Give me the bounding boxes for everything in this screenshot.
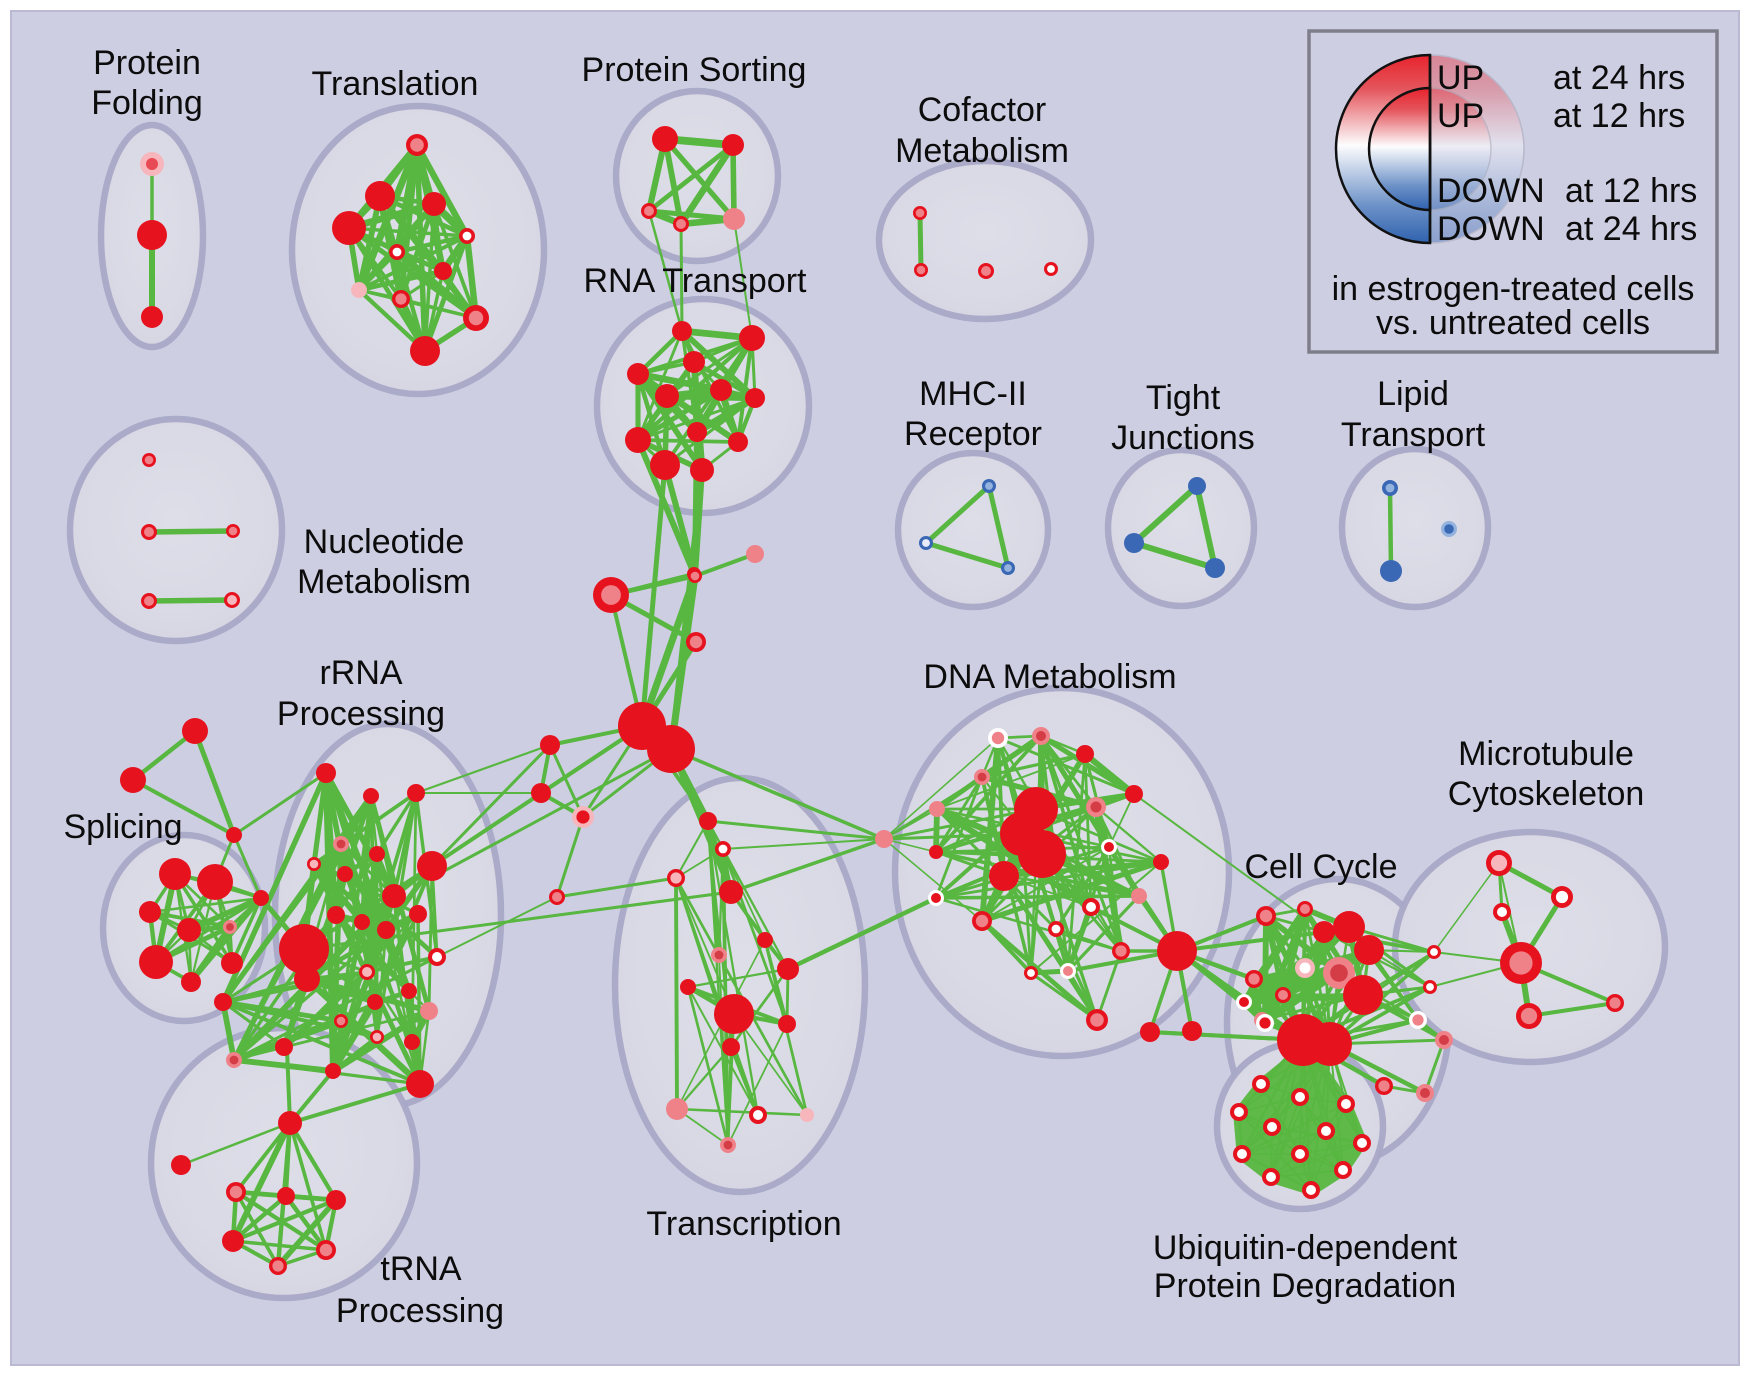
svg-text:Ubiquitin-dependent: Ubiquitin-dependent: [1153, 1229, 1458, 1267]
svg-text:UP: UP: [1437, 59, 1484, 97]
svg-text:Folding: Folding: [91, 84, 203, 122]
svg-text:Processing: Processing: [336, 1292, 504, 1330]
svg-text:Transcription: Transcription: [646, 1205, 841, 1243]
svg-text:Transport: Transport: [1341, 416, 1486, 454]
svg-text:tRNA: tRNA: [380, 1250, 462, 1288]
svg-text:Microtubule: Microtubule: [1458, 735, 1634, 773]
svg-text:Metabolism: Metabolism: [895, 132, 1069, 170]
svg-text:DNA Metabolism: DNA Metabolism: [923, 658, 1176, 696]
svg-text:at 24 hrs: at 24 hrs: [1553, 59, 1685, 97]
svg-text:Cofactor: Cofactor: [918, 91, 1047, 129]
svg-text:Nucleotide: Nucleotide: [304, 523, 465, 561]
svg-text:in estrogen-treated cells: in estrogen-treated cells: [1332, 270, 1695, 308]
svg-text:Protein Sorting: Protein Sorting: [582, 51, 807, 89]
svg-text:Splicing: Splicing: [63, 808, 182, 846]
svg-text:Protein Degradation: Protein Degradation: [1154, 1267, 1456, 1305]
svg-text:UP: UP: [1437, 97, 1484, 135]
svg-text:Lipid: Lipid: [1377, 375, 1449, 413]
svg-text:Cytoskeleton: Cytoskeleton: [1448, 775, 1645, 813]
svg-text:at 24 hrs: at 24 hrs: [1565, 210, 1697, 248]
svg-text:DOWN: DOWN: [1437, 210, 1545, 248]
svg-text:Junctions: Junctions: [1111, 419, 1255, 457]
svg-text:Translation: Translation: [312, 65, 479, 103]
svg-text:DOWN: DOWN: [1437, 172, 1545, 210]
svg-text:RNA Transport: RNA Transport: [584, 262, 808, 300]
svg-text:at 12 hrs: at 12 hrs: [1553, 97, 1685, 135]
svg-text:Processing: Processing: [277, 695, 445, 733]
svg-text:at 12 hrs: at 12 hrs: [1565, 172, 1697, 210]
svg-text:Receptor: Receptor: [904, 415, 1042, 453]
svg-text:vs. untreated cells: vs. untreated cells: [1376, 304, 1650, 342]
svg-text:Protein: Protein: [93, 44, 201, 82]
svg-text:Cell Cycle: Cell Cycle: [1244, 848, 1397, 886]
svg-text:Metabolism: Metabolism: [297, 563, 471, 601]
svg-text:Tight: Tight: [1146, 379, 1221, 417]
svg-text:MHC-II: MHC-II: [919, 375, 1027, 413]
svg-text:rRNA: rRNA: [319, 654, 402, 692]
